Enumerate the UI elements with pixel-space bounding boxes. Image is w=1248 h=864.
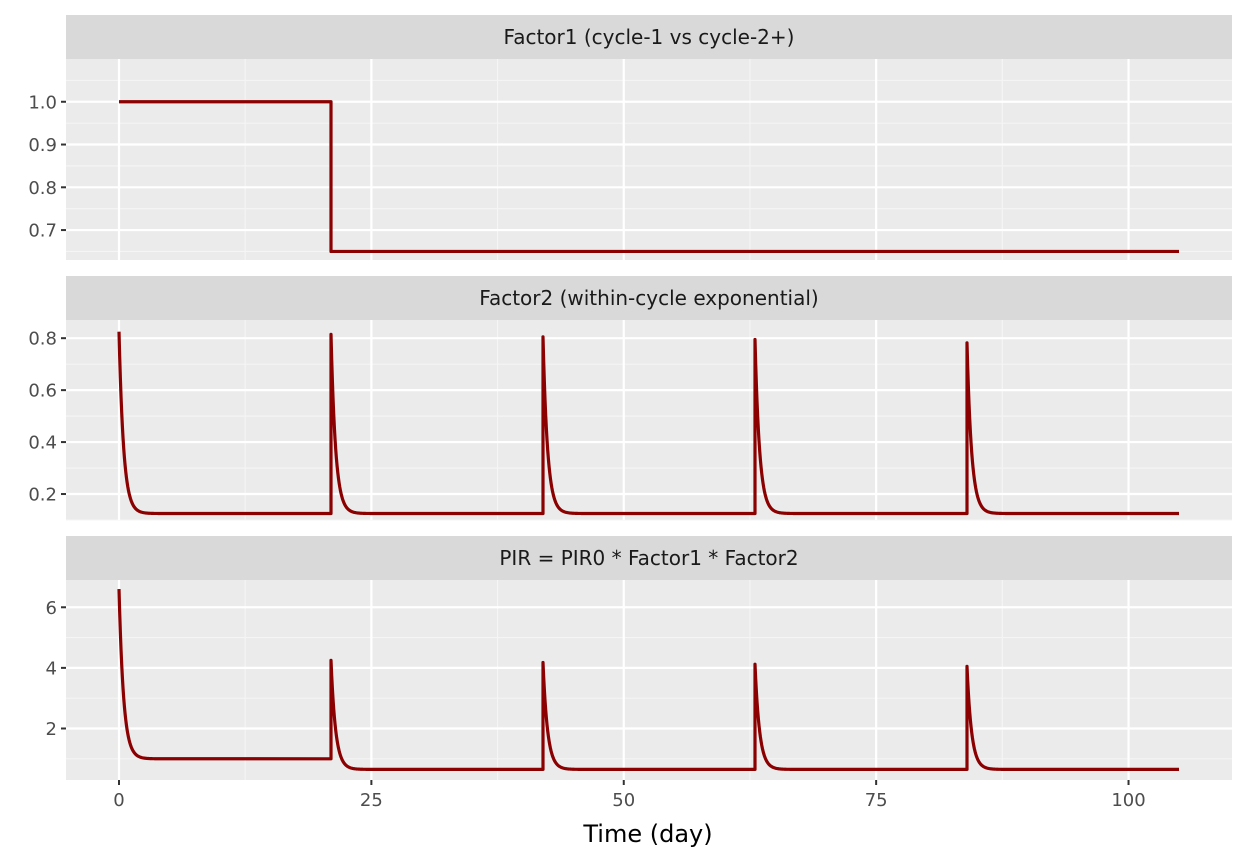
- facet-strip: [66, 276, 1232, 320]
- x-tick-label: 50: [612, 790, 635, 811]
- y-tick-label: 0.9: [28, 135, 57, 156]
- y-tick-label: 4: [46, 658, 57, 679]
- x-tick-label: 75: [865, 790, 888, 811]
- y-tick-label: 1.0: [28, 92, 57, 113]
- y-tick-label: 0.2: [28, 485, 57, 506]
- x-tick-label: 25: [360, 790, 383, 811]
- y-tick-label: 6: [46, 598, 57, 619]
- series-line: [119, 100, 1179, 254]
- facet-panel-2: Factor2 (within-cycle exponential) 0.2 0.4…: [28, 276, 1232, 521]
- panel-background: [66, 320, 1232, 520]
- y-tick-label: 0.6: [28, 381, 57, 402]
- facet-strip-title: Factor2 (within-cycle exponential): [479, 286, 818, 310]
- facet-strip: [66, 536, 1232, 580]
- facet-panel-1: Factor1 (cycle-1 vs cycle-2+) 0.7 0.8 0.9 1.…: [28, 15, 1232, 260]
- y-tick-label: 0.8: [28, 178, 57, 199]
- series-line: [117, 331, 1180, 516]
- series-line: [117, 589, 1180, 771]
- facet-panel-3: PIR = PIR0 * Factor1 * Factor2 2 4 6: [46, 536, 1232, 780]
- y-tick-label: 0.8: [28, 329, 57, 350]
- facet-strip-title: PIR = PIR0 * Factor1 * Factor2: [499, 546, 798, 570]
- panel-background: [66, 580, 1232, 780]
- y-tick-label: 2: [46, 719, 57, 740]
- x-tick-label: 100: [1111, 790, 1145, 811]
- facet-strip: [66, 15, 1232, 59]
- facet-strip-title: Factor1 (cycle-1 vs cycle-2+): [504, 25, 795, 49]
- y-tick-label: 0.7: [28, 221, 57, 242]
- y-tick-label: 0.4: [28, 433, 57, 454]
- panel-background: [66, 59, 1232, 260]
- x-axis-title: Time (day): [582, 820, 712, 848]
- x-tick-label: 0: [113, 790, 124, 811]
